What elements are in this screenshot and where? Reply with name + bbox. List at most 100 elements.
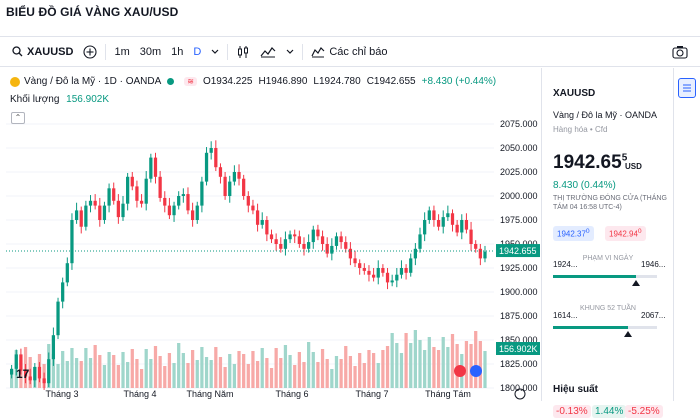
chart-type-candles-button[interactable] — [231, 37, 255, 67]
candle-body — [450, 213, 455, 225]
legend-high: H1946.890 — [258, 76, 308, 87]
volume-bar — [126, 362, 130, 388]
chevron-down-icon — [286, 49, 294, 54]
candle-body — [163, 197, 167, 206]
performance-title: Hiệu suất — [553, 384, 599, 395]
interval-1m[interactable]: 1m — [114, 45, 130, 58]
performance-1w[interactable]: -0.13% — [553, 405, 591, 418]
performance-3m[interactable]: -5.25% — [625, 405, 663, 418]
interval-dropdown[interactable] — [206, 37, 224, 67]
market-status: THỊ TRƯỜNG ĐÓNG CỬA (THÁNG TÁM 04 16:58 … — [553, 195, 667, 211]
candle-body — [14, 354, 18, 369]
indicators-button[interactable]: Các chỉ báo — [306, 37, 392, 67]
volume-bar — [390, 333, 394, 388]
volume-bar — [79, 361, 83, 388]
volume-bar — [130, 349, 134, 388]
volume-bar — [436, 350, 441, 388]
compare-symbol-button[interactable] — [78, 37, 102, 67]
candle-body — [418, 234, 422, 249]
volume-bar — [399, 353, 404, 388]
details-price: 1942.655 — [553, 152, 628, 173]
candle-body — [283, 239, 288, 249]
volume-bar — [432, 347, 436, 388]
compare-indicator-icon[interactable]: ≋ — [184, 77, 197, 86]
candle-body — [28, 376, 32, 381]
chart-toolbar: XAUUSD 1m 30m 1h D Các chỉ báo — [0, 37, 700, 67]
x-tick-label: Tháng 6 — [275, 389, 308, 399]
candle-body — [214, 148, 218, 168]
last-price-label: 1942.655 — [499, 246, 537, 256]
volume-bar — [469, 344, 473, 388]
interval-1h[interactable]: 1h — [171, 45, 184, 58]
volume-bar — [70, 348, 74, 388]
candlestick-chart[interactable]: 2075.000 2050.000 2025.000 2000.000 1975.000… — [0, 68, 542, 401]
volume-bar — [181, 353, 185, 388]
day-range-bar — [553, 275, 657, 278]
volume-tag-label: 156.902K — [499, 344, 538, 354]
volume-bar — [163, 366, 167, 388]
volume-bar — [88, 358, 93, 388]
details-description: Vàng / Đô la Mỹ · OANDA — [553, 110, 658, 120]
candle-body — [228, 181, 232, 196]
candle-body — [74, 210, 79, 220]
volume-bar — [195, 360, 199, 388]
candle-body — [464, 220, 469, 230]
candle-body — [107, 188, 111, 206]
volume-legend: Khối lượng 156.902K — [10, 94, 109, 105]
right-rail — [673, 68, 700, 401]
volume-bar — [427, 337, 431, 388]
performance-1m[interactable]: 1.44% — [592, 405, 627, 418]
candle-body — [56, 301, 60, 336]
candle-body — [218, 167, 223, 177]
candle-body — [70, 220, 74, 264]
volume-bar — [353, 366, 357, 388]
volume-bar — [255, 361, 260, 388]
candle-body — [288, 234, 292, 240]
y-tick-label: 1850.000 — [500, 335, 538, 345]
volume-bar — [204, 357, 209, 388]
candle-body — [51, 335, 56, 360]
candle-body — [325, 244, 329, 254]
day-range-low: 1924... — [553, 260, 578, 269]
snapshot-button[interactable] — [667, 37, 700, 67]
toolbar-divider — [302, 43, 304, 60]
volume-bar — [381, 350, 385, 388]
details-panel-icon[interactable] — [678, 78, 696, 98]
chart-type-dropdown[interactable] — [281, 37, 299, 67]
candle-body — [274, 239, 278, 244]
symbol-search-button[interactable]: XAUUSD — [0, 37, 78, 67]
candle-body — [279, 244, 283, 249]
y-tick-label: 2000.000 — [500, 191, 538, 201]
volume-bar — [302, 362, 306, 388]
volume-tag — [496, 342, 540, 355]
candle-body — [126, 176, 130, 204]
interval-30m[interactable]: 30m — [139, 45, 162, 58]
symbol-details-panel: XAUUSD Vàng / Đô la Mỹ · OANDA Hàng hóa … — [543, 68, 673, 418]
candle-body — [139, 200, 144, 204]
y-tick-label: 1800.000 — [500, 383, 538, 393]
volume-bar — [330, 369, 334, 388]
week52-bar — [553, 326, 657, 329]
collapse-legend-button[interactable]: ⌃ — [11, 112, 25, 124]
volume-bar — [102, 365, 107, 388]
tradingview-logo: 17 — [16, 367, 30, 381]
market-status-dot — [167, 78, 175, 85]
indicators-icon — [311, 46, 325, 57]
volume-bar — [404, 333, 408, 388]
x-tick-label: Tháng 7 — [355, 389, 388, 399]
week52-high: 2067... — [641, 311, 666, 320]
volume-label: Khối lượng — [10, 94, 60, 105]
candle-body — [79, 210, 83, 227]
ask-price[interactable]: 1942.940 — [605, 226, 646, 241]
volume-bar — [320, 349, 325, 388]
candle-body — [42, 378, 46, 384]
volume-bar — [441, 337, 445, 388]
candle-body — [19, 354, 23, 371]
bid-price[interactable]: 1942.370 — [553, 226, 594, 241]
details-currency: USD — [625, 162, 642, 171]
interval-d[interactable]: D — [193, 45, 202, 58]
volume-bar — [223, 367, 227, 388]
price-chart[interactable]: 2075.000 2050.000 2025.000 2000.000 1975.000… — [0, 68, 542, 401]
chart-type-area-button[interactable] — [255, 37, 281, 67]
volume-bar — [112, 355, 116, 388]
